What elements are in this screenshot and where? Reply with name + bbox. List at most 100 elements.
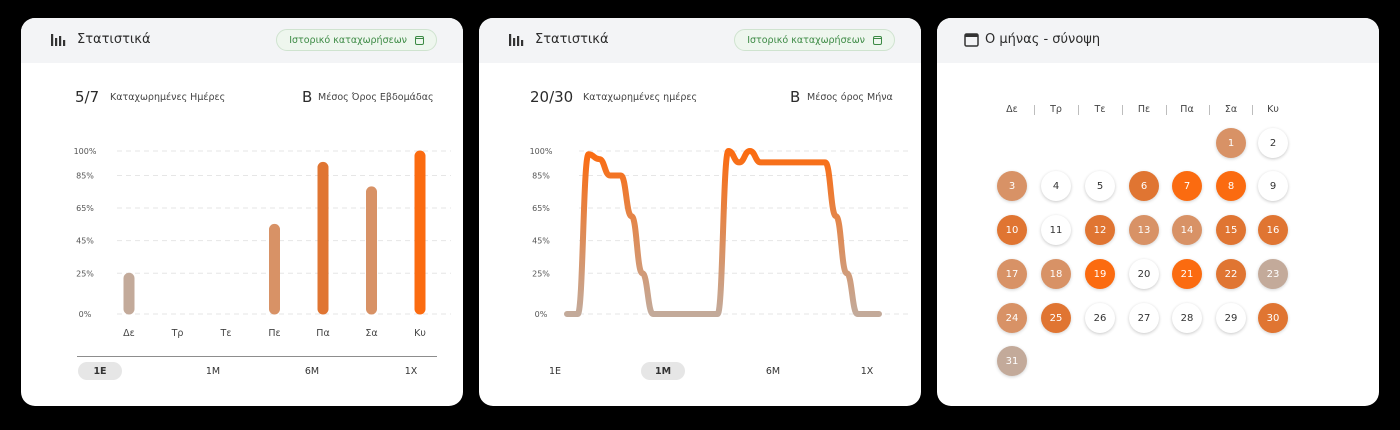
range-option[interactable]: 6Μ — [304, 365, 320, 377]
average-grade-label: Μέσος Όρος Εβδομάδας — [318, 92, 434, 103]
calendar-day[interactable]: 26 — [1085, 303, 1115, 333]
calendar-day[interactable]: 10 — [997, 215, 1027, 245]
history-button[interactable]: Ιστορικό καταχωρήσεων — [734, 29, 895, 51]
calendar-day[interactable]: 25 — [1041, 303, 1071, 333]
calendar-day[interactable]: 18 — [1041, 259, 1071, 289]
weekday-separator — [1034, 105, 1035, 115]
card-header: Στατιστικά Ιστορικό καταχωρήσεων — [21, 18, 463, 63]
weekly-bar-chart: 0% 25% 45% 65% 85% 100% Δε Τρ Τε Πε Πα Σα Κυ — [74, 147, 451, 339]
calendar-day[interactable]: 11 — [1041, 215, 1071, 245]
calendar-day[interactable]: 1 — [1216, 128, 1246, 158]
history-button-label: Ιστορικό καταχωρήσεων — [747, 34, 865, 46]
card-header: Στατιστικά Ιστορικό καταχωρήσεων — [479, 18, 921, 63]
calendar-day[interactable]: 6 — [1129, 171, 1159, 201]
calendar-day[interactable]: 27 — [1129, 303, 1159, 333]
calendar-day[interactable]: 15 — [1216, 215, 1246, 245]
weekday-label: Δε — [1006, 104, 1018, 115]
entries-label: Καταχωρημένες Ημέρες — [110, 92, 226, 103]
bar-chart-icon — [51, 34, 66, 46]
monthly-line-chart: 0% 25% 45% 65% 85% 100% — [530, 147, 909, 319]
x-tick-label: Δε — [123, 328, 135, 339]
average-grade: Β — [790, 88, 801, 106]
weekday-label: Σα — [1224, 104, 1238, 115]
card-title: Ο μήνας - σύνοψη — [985, 32, 1101, 47]
bar-chart-icon — [509, 34, 524, 46]
x-tick-label: Πε — [268, 328, 280, 339]
calendar-day[interactable]: 9 — [1258, 171, 1288, 201]
weekday-label: Πα — [1180, 104, 1194, 115]
weekday-label: Τε — [1094, 104, 1106, 115]
month-summary-card: Ο μήνας - σύνοψη Δε Τρ Τε Πε Πα Σα Κυ 1 2 3 4 5 6 7 8 9… — [937, 18, 1379, 406]
weekday-separator — [1252, 105, 1253, 115]
weekly-stats-card: Στατιστικά Ιστορικό καταχωρήσεων 5/7 Κατ… — [21, 18, 463, 406]
weekday-label: Πε — [1137, 104, 1151, 115]
y-tick-label: 100% — [74, 147, 97, 156]
calendar-day[interactable]: 24 — [997, 303, 1027, 333]
calendar-day[interactable]: 14 — [1172, 215, 1202, 245]
average-grade-label: Μέσος όρος Μήνα — [807, 92, 893, 103]
weekday-label: Τρ — [1050, 104, 1062, 115]
range-option[interactable]: 1Μ — [641, 362, 685, 380]
calendar-day[interactable]: 4 — [1041, 171, 1071, 201]
x-tick-label: Τρ — [171, 328, 184, 339]
calendar-day[interactable]: 7 — [1172, 171, 1202, 201]
calendar-grid: Δε Τρ Τε Πε Πα Σα Κυ 1 2 3 4 5 6 7 8 9 10 11 12 13 14 15 16 17 1… — [937, 18, 1379, 406]
average-grade: Β — [302, 88, 313, 106]
calendar-day[interactable]: 16 — [1258, 215, 1288, 245]
range-option[interactable]: 1Χ — [860, 365, 874, 377]
range-option[interactable]: 1Χ — [404, 365, 418, 377]
range-option[interactable]: 1Ε — [548, 365, 562, 377]
weekday-label: Κυ — [1267, 104, 1279, 115]
y-tick-label: 100% — [530, 147, 553, 156]
y-tick-label: 85% — [76, 171, 94, 180]
y-tick-label: 0% — [79, 310, 92, 319]
entries-count: 5/7 — [75, 88, 100, 106]
calendar-day[interactable]: 23 — [1258, 259, 1288, 289]
y-tick-label: 45% — [532, 237, 550, 246]
calendar-day[interactable]: 28 — [1172, 303, 1202, 333]
weekday-separator — [1122, 105, 1123, 115]
calendar-day[interactable]: 29 — [1216, 303, 1246, 333]
calendar-day[interactable]: 3 — [997, 171, 1027, 201]
x-tick-label: Κυ — [414, 328, 426, 339]
monthly-stats-card: Στατιστικά Ιστορικό καταχωρήσεων 20/30 Κ… — [479, 18, 921, 406]
range-divider — [77, 356, 437, 357]
calendar-day[interactable]: 13 — [1129, 215, 1159, 245]
calendar-day[interactable]: 21 — [1172, 259, 1202, 289]
calendar-day[interactable]: 5 — [1085, 171, 1115, 201]
range-option[interactable]: 1Ε — [78, 362, 122, 380]
weekday-separator — [1165, 105, 1167, 115]
history-button[interactable]: Ιστορικό καταχωρήσεων — [276, 29, 437, 51]
range-option[interactable]: 1Μ — [205, 365, 221, 377]
y-tick-label: 0% — [535, 310, 548, 319]
card-title: Στατιστικά — [535, 32, 609, 47]
calendar-day[interactable]: 20 — [1129, 259, 1159, 289]
calendar-icon — [415, 35, 424, 45]
y-tick-label: 85% — [532, 171, 550, 180]
y-tick-label: 25% — [532, 269, 550, 278]
calendar-day[interactable]: 19 — [1085, 259, 1115, 289]
range-option[interactable]: 6Μ — [765, 365, 781, 377]
calendar-icon — [964, 33, 979, 47]
y-tick-label: 65% — [532, 204, 550, 213]
weekday-separator — [1209, 105, 1210, 115]
card-title: Στατιστικά — [77, 32, 151, 47]
calendar-day[interactable]: 17 — [997, 259, 1027, 289]
x-tick-label: Σα — [365, 328, 377, 339]
y-tick-label: 65% — [76, 204, 94, 213]
calendar-icon — [873, 35, 882, 45]
calendar-day[interactable]: 8 — [1216, 171, 1246, 201]
entries-label: Καταχωρημένες ημέρες — [583, 92, 698, 103]
x-tick-label: Πα — [316, 328, 329, 339]
calendar-day[interactable]: 31 — [997, 346, 1027, 376]
series-line — [564, 148, 882, 317]
history-button-label: Ιστορικό καταχωρήσεων — [289, 34, 407, 46]
calendar-day[interactable]: 22 — [1216, 259, 1246, 289]
calendar-day[interactable]: 12 — [1085, 215, 1115, 245]
x-tick-label: Τε — [220, 328, 232, 339]
y-tick-label: 45% — [76, 237, 94, 246]
calendar-day[interactable]: 2 — [1258, 128, 1288, 158]
entries-count: 20/30 — [530, 88, 574, 106]
card-header: Ο μήνας - σύνοψη — [937, 18, 1379, 63]
calendar-day[interactable]: 30 — [1258, 303, 1288, 333]
